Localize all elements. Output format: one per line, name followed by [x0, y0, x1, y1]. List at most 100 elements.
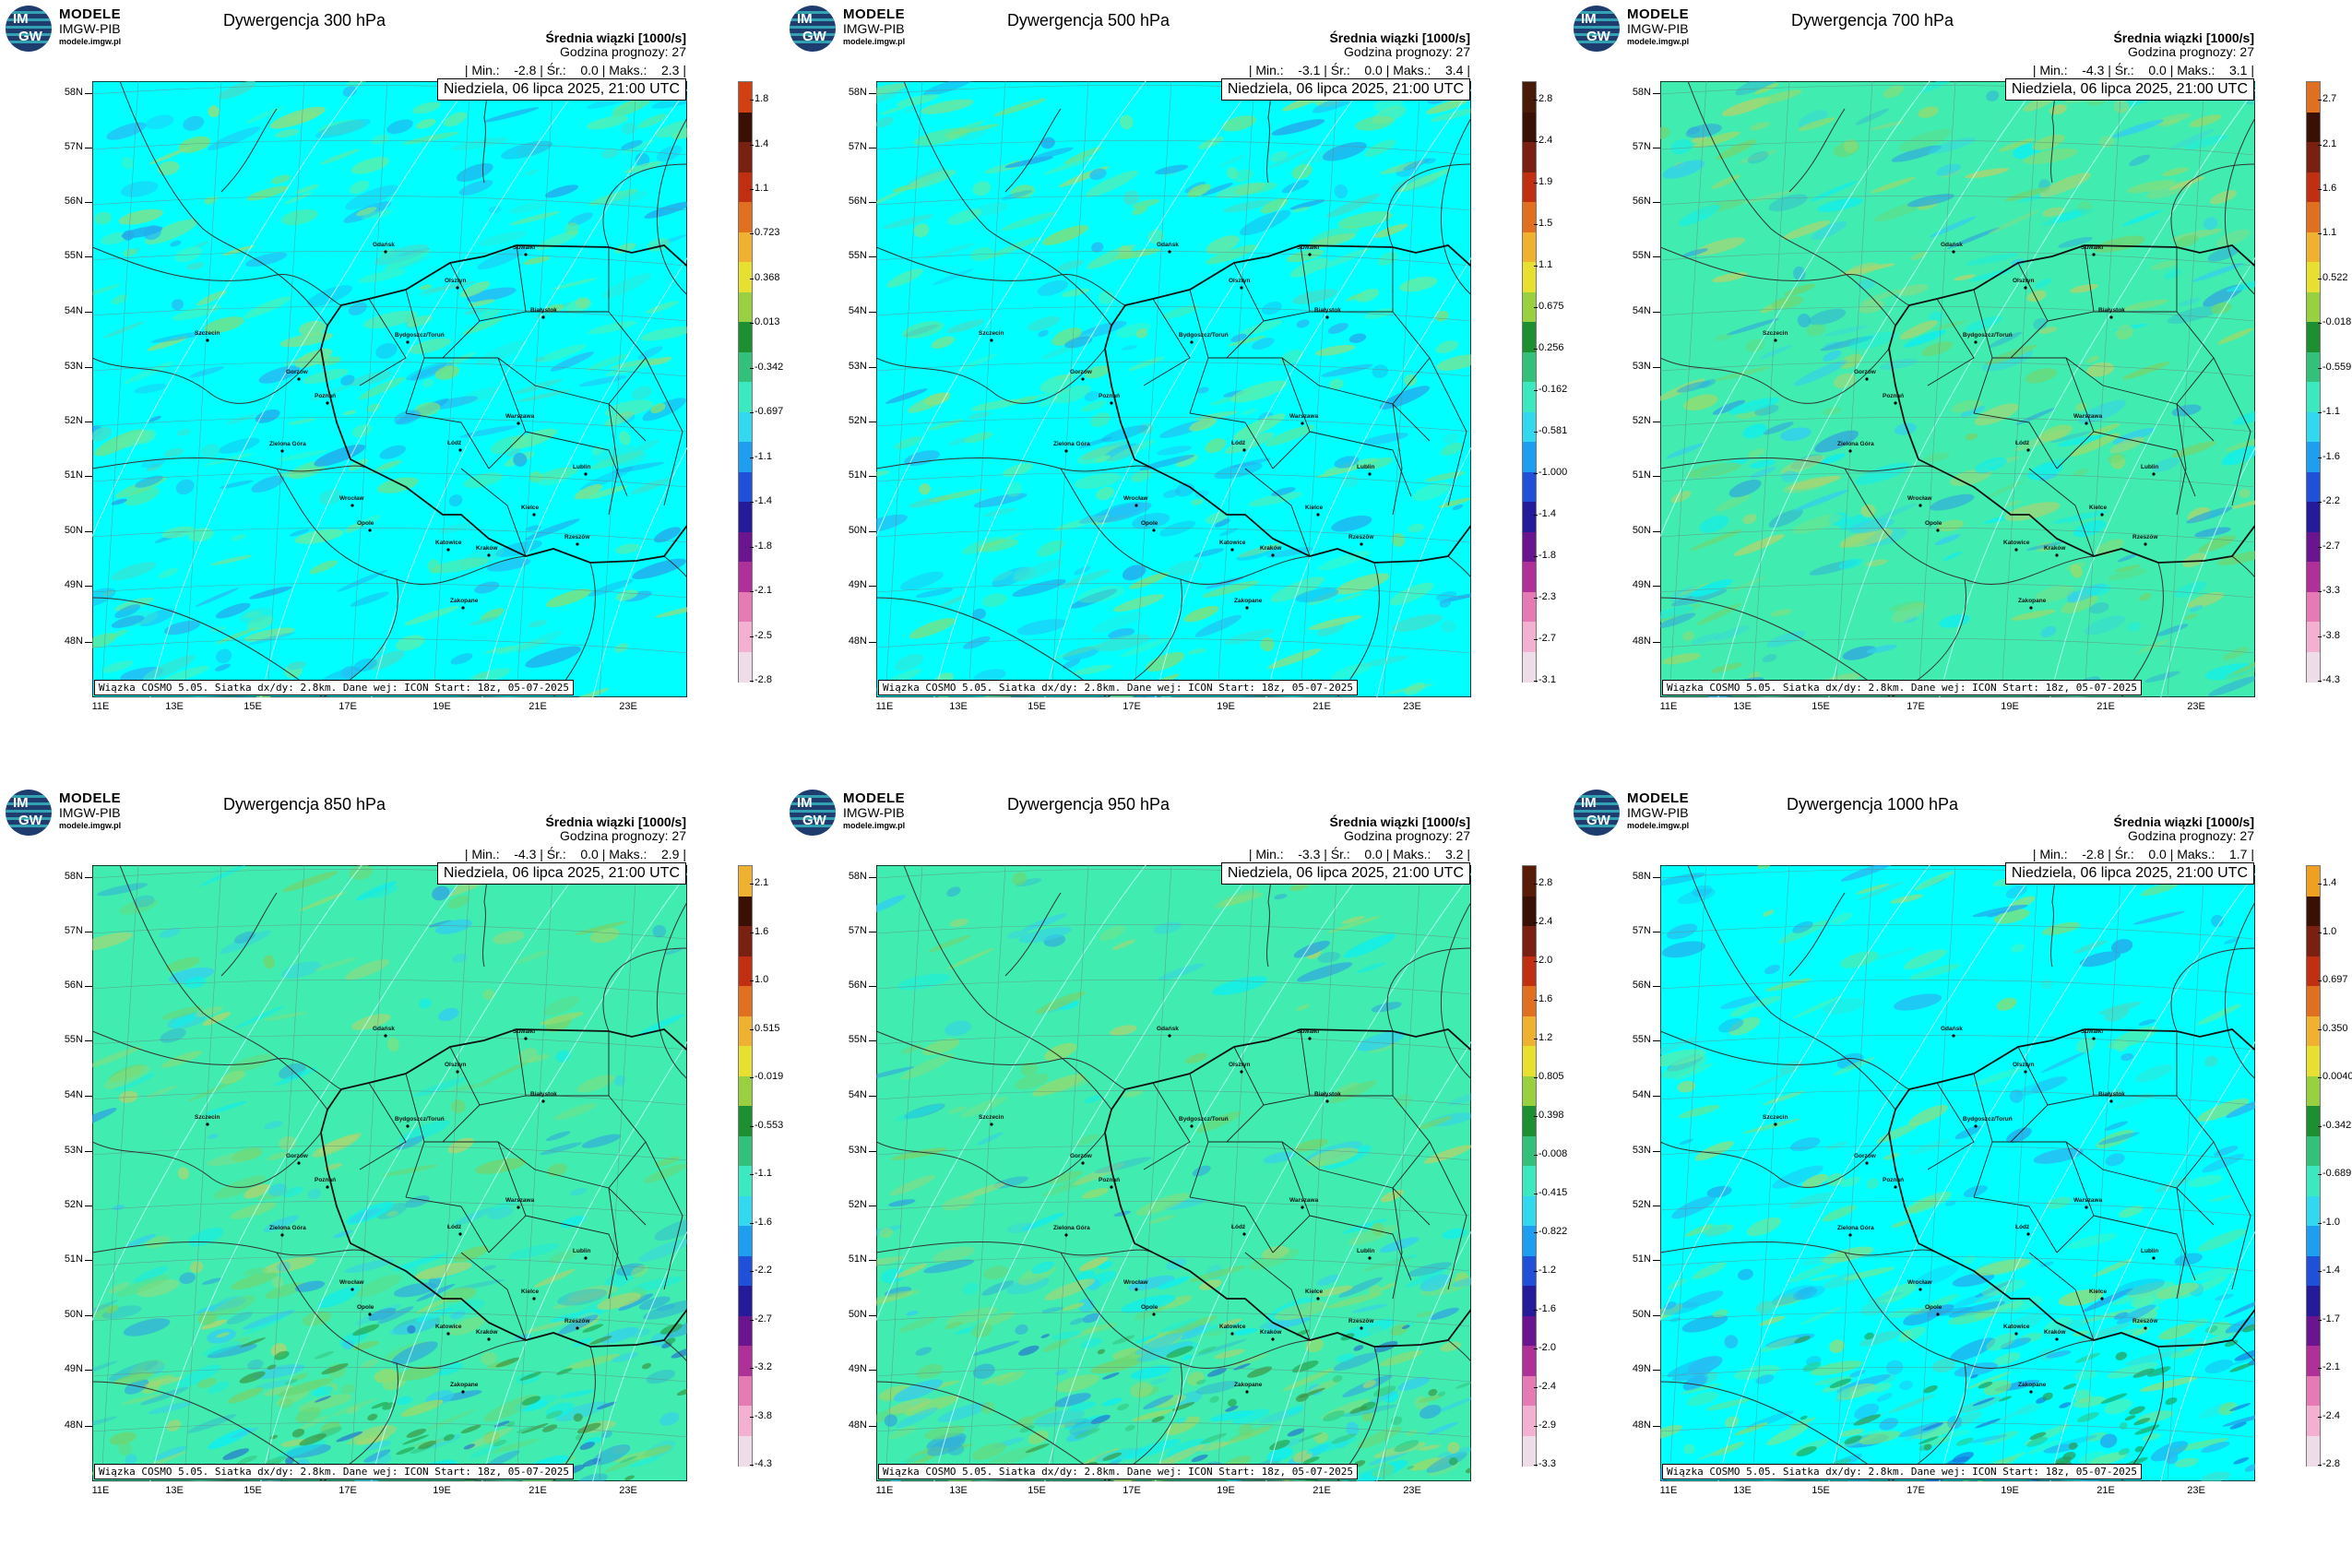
lon-tick-label: 17E	[1123, 1485, 1141, 1496]
colorbar-tick-label: -2.8	[750, 674, 772, 685]
city-label: Katowice	[1219, 1324, 1246, 1330]
city-dot	[1936, 529, 1940, 532]
model-credits: Wiązka COSMO 5.05. Siatka dx/dy: 2.8km. …	[94, 680, 574, 695]
panel-title: Dywergencja 300 hPa	[222, 11, 386, 30]
city-label: Opole	[357, 1304, 374, 1311]
voivodeship-borders	[359, 244, 683, 557]
city-dot	[1865, 377, 1869, 381]
forecast-panel: IM GW MODELE IMGW-PIB modele.imgw.pl Dywergen…	[784, 784, 1818, 1568]
imgw-logo-icon: IM GW	[1574, 790, 1620, 836]
city-dot	[2014, 1332, 2018, 1336]
lat-tick-label: 48N	[55, 1420, 92, 1431]
colorbar-segment	[1523, 896, 1536, 927]
city-dot	[2109, 1099, 2113, 1103]
city-dot	[456, 1070, 459, 1074]
colorbar-tick-label: 0.697	[2318, 974, 2348, 985]
city-label: Rzeszów	[1348, 1318, 1374, 1324]
forecast-date: Niedziela, 06 lipca 2025, 21:00 UTC	[436, 78, 686, 101]
map-canvas: Gdańsk Olsztyn Suwałki Białystok Szczecin Byd…	[36, 71, 1034, 709]
colorbar-tick-label: 2.7	[2317, 93, 2337, 104]
lat-tick-label: 52N	[839, 415, 876, 426]
colorbar-tick-label: -3.1	[1534, 674, 1556, 685]
colorbar-segment	[1523, 322, 1536, 353]
city-dot	[1271, 553, 1275, 557]
city-dot	[1325, 315, 1329, 319]
colorbar-tick-label: -3.2	[750, 1361, 772, 1372]
city-label: Szczecin	[195, 330, 220, 337]
lon-tick-label: 23E	[619, 701, 637, 712]
lon-tick-label: 19E	[2001, 1485, 2019, 1496]
city-dot	[2144, 1326, 2147, 1330]
city-dot	[2029, 606, 2033, 610]
logo-badge-top: IM	[1581, 11, 1597, 27]
city-label: Olsztyn	[445, 278, 467, 284]
city-label: Opole	[1141, 520, 1158, 527]
logo-badge-top: IM	[1581, 795, 1597, 811]
city-label: Olsztyn	[2013, 1062, 2035, 1068]
city-dot	[297, 1161, 301, 1165]
colorbar-segment	[2307, 172, 2320, 203]
city-label: Zakopane	[2018, 598, 2047, 604]
city-label: Łódź	[447, 440, 462, 446]
colorbar-tick-label: -0.018	[2317, 316, 2352, 328]
logo-badge-bottom: GW	[18, 813, 42, 828]
colorbar-segment	[1523, 531, 1536, 563]
colorbar-tick-label: 1.6	[749, 925, 769, 937]
lat-tick-label: 58N	[55, 871, 92, 882]
lat-tick-label: 57N	[1623, 141, 1660, 152]
colorbar-segment	[2307, 1135, 2320, 1167]
lat-tick-label: 54N	[55, 1089, 92, 1100]
colorbar-tick-label: 1.4	[749, 137, 769, 149]
colorbar-tick-label: -4.3	[750, 1458, 772, 1469]
city-dot	[297, 377, 301, 381]
imgw-logo: IM GW MODELE IMGW-PIB modele.imgw.pl	[1574, 790, 1721, 836]
city-label: Bydgoszcz/Toruń	[1179, 1116, 1229, 1123]
lat-tick-label: 50N	[55, 1309, 92, 1320]
colorbar-segment	[739, 1135, 752, 1167]
colorbar-segment	[739, 1346, 752, 1377]
city-label: Wrocław	[339, 495, 365, 502]
city-dot	[446, 1332, 450, 1336]
city-label: Suwałki	[513, 244, 535, 251]
lat-tick-label: 54N	[839, 1089, 876, 1100]
map-canvas: Gdańsk Olsztyn Suwałki Białystok Szczecin Byd…	[1604, 855, 2352, 1493]
colorbar-tick-label: 2.4	[1533, 135, 1553, 146]
lat-tick-label: 53N	[839, 361, 876, 372]
colorbar-segment	[739, 351, 752, 383]
city-label: Lublin	[573, 1248, 591, 1254]
colorbar-segment	[2307, 1375, 2320, 1407]
lon-tick-label: 19E	[2001, 701, 2019, 712]
colorbar-tick-label: -0.342	[749, 361, 784, 373]
logo-brand-line2: IMGW-PIB	[843, 805, 905, 820]
map-canvas: Gdańsk Olsztyn Suwałki Białystok Szczecin Byd…	[820, 71, 1818, 709]
city-dot	[1240, 1070, 1243, 1074]
colorbar-tick-label: -1.1	[2318, 406, 2340, 418]
logo-url: modele.imgw.pl	[1627, 821, 1690, 830]
city-dot	[1368, 472, 1372, 476]
city-label: Gdańsk	[373, 1026, 395, 1032]
colorbar-tick-label: 1.1	[2317, 227, 2337, 239]
city-label: Olsztyn	[445, 1062, 467, 1068]
city-label: Opole	[1925, 520, 1942, 527]
colorbar-tick-label: -3.8	[750, 1409, 772, 1421]
colorbar-segment	[1523, 1226, 1536, 1257]
city-label: Katowice	[1219, 540, 1246, 546]
colorbar-segment	[2307, 622, 2320, 653]
city-dot	[461, 1390, 465, 1394]
city-dot	[1894, 1185, 1897, 1189]
city-label: Katowice	[435, 540, 462, 546]
city-label: Opole	[1925, 1304, 1942, 1311]
colorbar-tick-label: 1.4	[2317, 877, 2337, 888]
logo-brand-line1: MODELE	[59, 6, 122, 22]
colorbar-tick-label: 2.8	[1533, 93, 1553, 104]
logo-brand-line2: IMGW-PIB	[59, 805, 121, 820]
city-dot	[1301, 422, 1304, 425]
info-forecast-hour: Godzina prognozy: 27	[560, 828, 686, 843]
colorbar-segment	[1523, 471, 1536, 503]
colorbar-tick-label: -2.7	[1534, 633, 1556, 644]
city-dot	[1848, 1233, 1852, 1237]
city-dot	[1301, 1206, 1304, 1209]
colorbar-tick-label: -0.581	[1533, 425, 1568, 436]
info-mean-label: Średnia wiązki [1000/s]	[2113, 30, 2254, 45]
city-dot	[2024, 1070, 2027, 1074]
